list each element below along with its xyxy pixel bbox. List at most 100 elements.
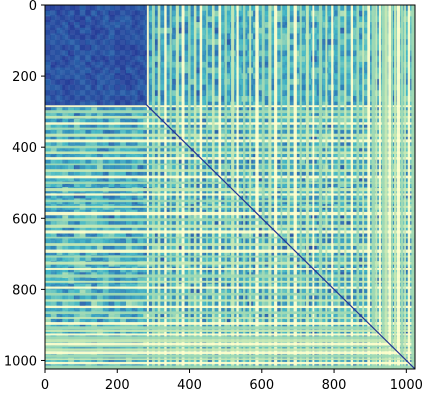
heatmap-horizontal-line bbox=[45, 230, 415, 234]
heatmap-vertical-line bbox=[274, 5, 278, 369]
heatmap-vertical-line bbox=[164, 5, 167, 369]
heatmap-horizontal-line bbox=[45, 326, 415, 330]
heatmap-horizontal-line bbox=[45, 205, 415, 208]
heatmap-horizontal-line bbox=[45, 351, 415, 355]
heatmap-horizontal-line bbox=[45, 345, 415, 348]
heatmap-vertical-line bbox=[243, 5, 246, 369]
heatmap-vertical-line bbox=[378, 5, 381, 369]
heatmap-vertical-line bbox=[268, 5, 272, 369]
heatmap-vertical-line bbox=[255, 5, 259, 369]
heatmap-vertical-line bbox=[356, 5, 360, 369]
heatmap-bright-lines bbox=[45, 5, 415, 369]
heatmap-vertical-line bbox=[280, 5, 283, 369]
y-tick-label: 1000 bbox=[4, 354, 37, 369]
heatmap-vertical-line bbox=[388, 5, 392, 369]
heatmap-horizontal-line bbox=[45, 361, 415, 365]
heatmap-horizontal-line bbox=[45, 322, 415, 325]
x-tick-label: 0 bbox=[41, 378, 49, 393]
heatmap-horizontal-line bbox=[45, 286, 415, 289]
heatmap-horizontal-line bbox=[45, 336, 415, 340]
heatmap-vertical-line bbox=[407, 5, 411, 369]
heatmap-horizontal-line bbox=[45, 163, 415, 166]
heatmap-vertical-line bbox=[384, 5, 388, 369]
heatmap-vertical-line bbox=[411, 5, 415, 369]
heatmap-horizontal-line bbox=[45, 358, 415, 361]
heatmap-horizontal-line bbox=[45, 188, 415, 192]
heatmap-vertical-line bbox=[199, 5, 203, 369]
heatmap-vertical-line bbox=[193, 5, 197, 369]
heatmap-horizontal-line bbox=[45, 243, 415, 246]
heatmap-horizontal-line bbox=[45, 305, 415, 309]
heatmap-vertical-line bbox=[146, 5, 149, 369]
heatmap-horizontal-line bbox=[45, 169, 415, 172]
y-tick-label: 200 bbox=[12, 70, 37, 85]
heatmap-horizontal-line bbox=[45, 224, 415, 228]
heatmap-horizontal-line bbox=[45, 175, 415, 179]
heatmap-vertical-line bbox=[175, 5, 179, 369]
heatmap-vertical-line bbox=[157, 5, 161, 369]
heatmap-vertical-line bbox=[287, 5, 290, 369]
y-axis: 0 200 400 600 800 1000 bbox=[4, 0, 45, 369]
heatmap-plot-area bbox=[45, 5, 415, 369]
heatmap-horizontal-line bbox=[45, 145, 415, 149]
heatmap-horizontal-line bbox=[45, 236, 415, 239]
heatmap-horizontal-line bbox=[45, 333, 415, 336]
x-tick-label: 800 bbox=[322, 378, 347, 393]
heatmap-vertical-line bbox=[231, 5, 235, 369]
heatmap-vertical-line bbox=[261, 5, 265, 369]
heatmap-vertical-line bbox=[224, 5, 227, 369]
heatmap-horizontal-line bbox=[45, 255, 415, 258]
heatmap-horizontal-line bbox=[45, 249, 415, 253]
heatmap-vertical-line bbox=[151, 5, 155, 369]
heatmap-vertical-line bbox=[305, 5, 309, 369]
heatmap-horizontal-line bbox=[45, 311, 415, 315]
heatmap-horizontal-line bbox=[45, 133, 415, 137]
y-tick-label: 0 bbox=[29, 0, 37, 14]
heatmap-horizontal-line bbox=[45, 199, 415, 203]
x-tick-label: 1000 bbox=[390, 378, 423, 393]
heatmap-horizontal-line bbox=[45, 348, 415, 351]
heatmap-horizontal-line bbox=[45, 354, 415, 358]
heatmap-vertical-line bbox=[337, 5, 341, 369]
heatmap-vertical-line bbox=[362, 5, 365, 369]
heatmap-horizontal-line bbox=[45, 292, 415, 296]
heatmap-horizontal-line bbox=[45, 339, 415, 343]
heatmap-vertical-line bbox=[394, 5, 397, 369]
heatmap-vertical-line bbox=[293, 5, 297, 369]
heatmap-horizontal-line bbox=[45, 329, 415, 332]
y-tick-label: 400 bbox=[12, 141, 37, 156]
heatmap-vertical-line bbox=[350, 5, 354, 369]
x-axis: 0 200 400 600 800 1000 bbox=[41, 369, 423, 393]
heatmap-diagonal-line bbox=[145, 104, 415, 369]
heatmap-horizontal-line bbox=[45, 181, 415, 184]
heatmap-horizontal-line bbox=[45, 193, 415, 196]
heatmap-horizontal-line bbox=[45, 342, 415, 346]
heatmap-vertical-line bbox=[318, 5, 323, 369]
heatmap-vertical-line bbox=[391, 5, 393, 369]
heatmap-horizontal-line bbox=[45, 110, 415, 114]
heatmap-vertical-line bbox=[181, 5, 185, 369]
heatmap-horizontal-line bbox=[45, 105, 415, 108]
heatmap-vertical-line bbox=[404, 5, 406, 369]
heatmap-diagonal bbox=[145, 104, 415, 369]
heatmap-vertical-line bbox=[312, 5, 315, 369]
heatmap-vertical-line bbox=[325, 5, 328, 369]
heatmap-vertical-line bbox=[299, 5, 302, 369]
heatmap-vertical-line bbox=[396, 5, 400, 369]
heatmap-vertical-line bbox=[381, 5, 385, 369]
heatmap-horizontal-line bbox=[45, 261, 415, 265]
heatmap-horizontal-line bbox=[45, 127, 415, 130]
heatmap-vertical-line bbox=[211, 5, 215, 369]
heatmap-horizontal-line bbox=[45, 211, 415, 216]
heatmap-vertical-line bbox=[188, 5, 191, 369]
heatmap-vertical-line bbox=[169, 5, 172, 369]
heatmap-vertical-line bbox=[367, 5, 371, 369]
heatmap-horizontal-line bbox=[45, 280, 415, 283]
heatmap-vertical-line bbox=[218, 5, 222, 369]
heatmap-vertical-line bbox=[206, 5, 208, 369]
heatmap-vertical-line bbox=[375, 5, 378, 369]
heatmap-vertical-line bbox=[344, 5, 347, 369]
heatmap-horizontal-line bbox=[45, 268, 415, 270]
heatmap-vertical-line bbox=[331, 5, 334, 369]
